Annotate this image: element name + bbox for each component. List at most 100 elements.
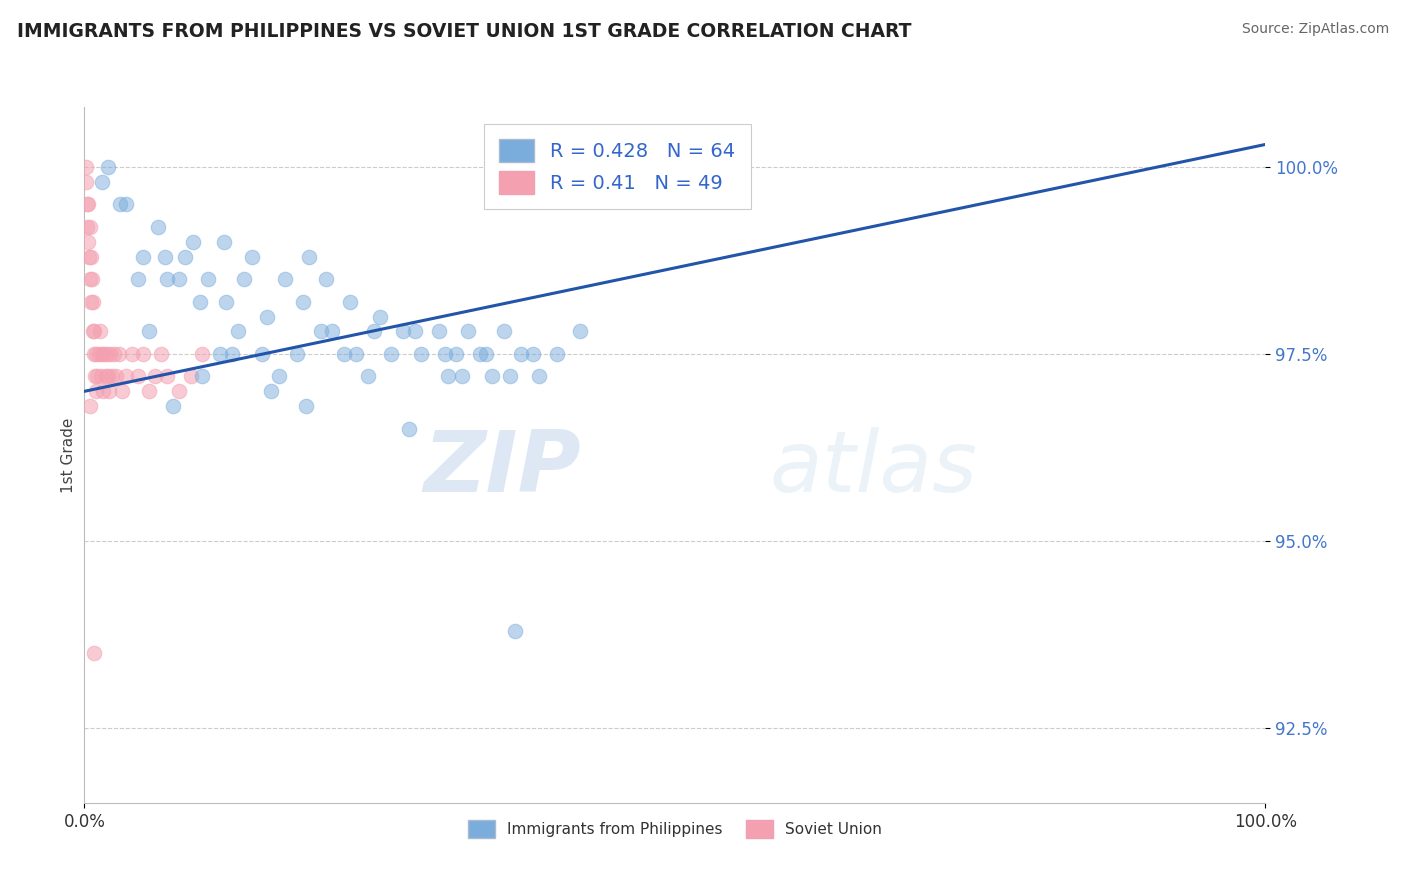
- Point: [250, 347, 273, 361]
- Point: [80, 250, 103, 264]
- Point: [84, 347, 107, 361]
- Point: [80, 272, 103, 286]
- Text: Source: ZipAtlas.com: Source: ZipAtlas.com: [1241, 22, 1389, 37]
- Point: [156, 369, 179, 384]
- Point: [240, 250, 263, 264]
- Point: [82, 325, 104, 339]
- Text: IMMIGRANTS FROM PHILIPPINES VS SOVIET UNION 1ST GRADE CORRELATION CHART: IMMIGRANTS FROM PHILIPPINES VS SOVIET UN…: [17, 22, 911, 41]
- Point: [546, 347, 568, 361]
- Point: [226, 325, 249, 339]
- Point: [315, 272, 337, 286]
- Point: [162, 399, 184, 413]
- Point: [475, 347, 498, 361]
- Point: [451, 369, 474, 384]
- Point: [380, 347, 402, 361]
- Point: [108, 197, 131, 211]
- Point: [212, 235, 235, 249]
- Point: [392, 325, 415, 339]
- Point: [173, 250, 195, 264]
- Point: [344, 347, 367, 361]
- Point: [105, 369, 128, 384]
- Point: [457, 325, 479, 339]
- Point: [100, 369, 122, 384]
- Point: [79, 399, 101, 413]
- Point: [191, 347, 214, 361]
- Point: [83, 325, 105, 339]
- Point: [91, 384, 114, 399]
- Point: [143, 369, 166, 384]
- Point: [357, 369, 380, 384]
- Point: [97, 160, 120, 174]
- Point: [215, 294, 238, 309]
- Point: [291, 294, 314, 309]
- Point: [79, 272, 101, 286]
- Point: [146, 219, 169, 234]
- Point: [167, 272, 190, 286]
- Point: [309, 325, 332, 339]
- Point: [86, 369, 108, 384]
- Point: [321, 325, 343, 339]
- Point: [180, 369, 202, 384]
- Point: [569, 325, 592, 339]
- Point: [527, 369, 550, 384]
- Point: [404, 325, 426, 339]
- Point: [132, 347, 155, 361]
- Point: [111, 384, 134, 399]
- Point: [83, 646, 105, 660]
- Point: [221, 347, 243, 361]
- Point: [91, 175, 114, 189]
- Point: [446, 347, 468, 361]
- Point: [368, 310, 391, 324]
- Point: [256, 310, 278, 324]
- Point: [232, 272, 254, 286]
- Point: [138, 325, 160, 339]
- Point: [75, 160, 97, 174]
- Point: [298, 250, 321, 264]
- Point: [96, 347, 118, 361]
- Point: [433, 347, 456, 361]
- Point: [437, 369, 460, 384]
- Point: [97, 369, 120, 384]
- Point: [492, 325, 515, 339]
- Point: [468, 347, 491, 361]
- Point: [77, 235, 100, 249]
- Point: [114, 369, 136, 384]
- Point: [269, 369, 291, 384]
- Point: [89, 325, 111, 339]
- Point: [274, 272, 297, 286]
- Point: [107, 347, 129, 361]
- Point: [363, 325, 385, 339]
- Point: [153, 250, 176, 264]
- Point: [91, 347, 114, 361]
- Text: atlas: atlas: [769, 427, 977, 510]
- Point: [138, 384, 160, 399]
- Legend: Immigrants from Philippines, Soviet Union: Immigrants from Philippines, Soviet Unio…: [461, 814, 889, 844]
- Point: [409, 347, 432, 361]
- Point: [260, 384, 283, 399]
- Point: [188, 294, 211, 309]
- Point: [167, 384, 190, 399]
- Point: [150, 347, 173, 361]
- Point: [90, 369, 112, 384]
- Point: [498, 369, 520, 384]
- Point: [114, 197, 136, 211]
- Point: [84, 369, 107, 384]
- Point: [522, 347, 544, 361]
- Point: [103, 347, 125, 361]
- Point: [83, 347, 105, 361]
- Point: [156, 272, 179, 286]
- Point: [80, 294, 103, 309]
- Text: ZIP: ZIP: [423, 427, 581, 510]
- Point: [197, 272, 219, 286]
- Y-axis label: 1st Grade: 1st Grade: [60, 417, 76, 492]
- Point: [77, 250, 100, 264]
- Point: [132, 250, 155, 264]
- Point: [127, 369, 149, 384]
- Point: [285, 347, 308, 361]
- Point: [481, 369, 503, 384]
- Point: [79, 219, 101, 234]
- Point: [75, 175, 97, 189]
- Point: [93, 347, 115, 361]
- Point: [82, 294, 104, 309]
- Point: [510, 347, 533, 361]
